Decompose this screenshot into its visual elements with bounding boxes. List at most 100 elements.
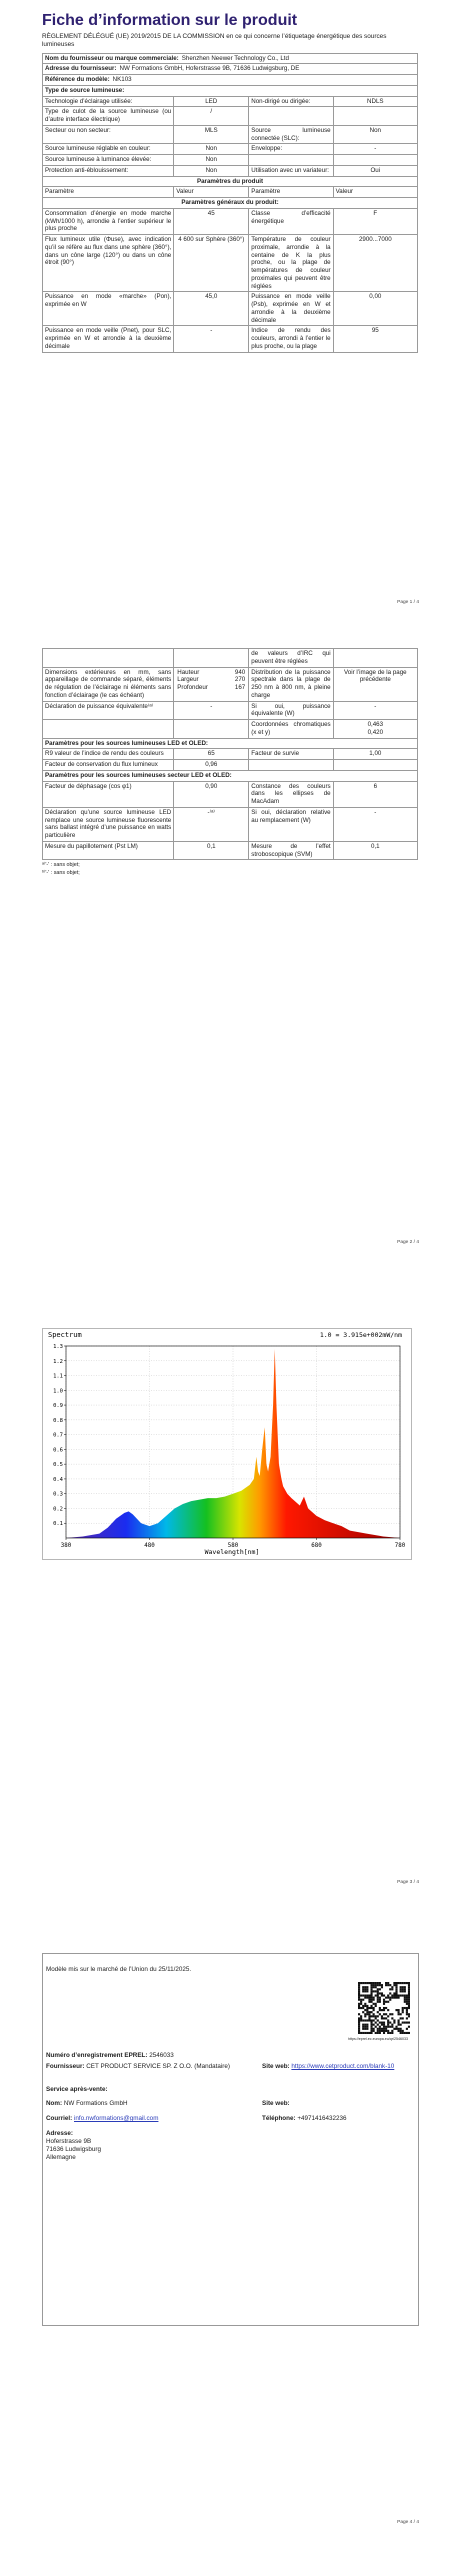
qr-module: [372, 1996, 375, 1999]
cell-text: 2900...7000: [358, 236, 392, 244]
table-row: Type de culot de la source lumineuse (ou…: [41, 106, 419, 126]
qr-module: [401, 2017, 404, 2020]
cell-text: Facteur de déphasage (cos φ1): [45, 782, 132, 790]
qr-module: [382, 1998, 386, 2001]
cell-text: Facteur de conservation du flux lumineux: [45, 761, 158, 768]
qr-module: [407, 2013, 410, 2016]
qr-module: [378, 2031, 381, 2034]
qr-module: [358, 1996, 361, 1999]
qr-module: [399, 2027, 402, 2030]
qr-module: [370, 2019, 373, 2022]
qr-module: [358, 1986, 361, 1989]
qr-module: [370, 1982, 373, 1985]
qr-module: [399, 2029, 402, 2032]
parameter-cell: [248, 106, 334, 126]
qr-module: [407, 1982, 410, 1985]
qr-module: [391, 2029, 394, 2032]
plot-border: [65, 1345, 401, 1539]
qr-module: [382, 2027, 386, 2030]
page-number: Page 4 / 4: [397, 2520, 419, 2525]
cell-text: F: [373, 209, 378, 217]
parameter-cell: Secteur ou non secteur:: [41, 124, 175, 145]
supplier-cell: Référence du modèle: NK103: [42, 74, 418, 86]
qr-module: [385, 2006, 388, 2010]
qr-module: [387, 2025, 390, 2028]
value-cell: 0,90: [173, 780, 250, 808]
qr-module: [401, 1986, 404, 1989]
page-content: de valeurs d’IRC qui peuvent être réglée…: [41, 648, 419, 876]
supplier: CET PRODUCT SERVICE SP. Z O.O. (Mandatai…: [86, 2063, 230, 2070]
qr-module: [362, 2004, 365, 2008]
parameter-cell: Déclaration de puissance équivalente⁽ᵃ⁾: [41, 700, 175, 720]
parameter-cell: [41, 648, 175, 668]
qr-module: [376, 1982, 379, 1985]
qr-module: [407, 2021, 410, 2024]
qr-module: [407, 2002, 410, 2005]
qr-module: [405, 2002, 408, 2005]
value-cell: [332, 759, 419, 771]
qr-module: [380, 1986, 384, 1989]
qr-module: [385, 1984, 388, 1987]
qr-module: [407, 1998, 410, 2001]
qr-module: [366, 1990, 369, 1993]
value-cell: -: [173, 700, 250, 720]
table-row: Paramètres généraux du produit:: [42, 197, 418, 209]
qr-module: [401, 2009, 404, 2012]
qr-module: [387, 2029, 390, 2032]
qr-module: [399, 2031, 402, 2034]
value-cell: Oui: [332, 164, 419, 177]
qr-module: [370, 2015, 373, 2018]
qr-module: [389, 2021, 392, 2024]
qr-module: [393, 2019, 396, 2022]
qr-module: [370, 1986, 373, 1989]
qr-module: [364, 1990, 367, 1993]
qr-module: [372, 1998, 375, 2001]
parameter-cell: Protection anti-éblouissement:: [41, 164, 175, 177]
qr-module: [378, 2013, 381, 2016]
qr-module: [380, 2009, 384, 2012]
qr-module: [370, 2021, 373, 2024]
qr-module: [358, 2027, 361, 2030]
qr-module: [372, 2013, 375, 2016]
label: Numéro d’enregistrement EPREL:: [46, 2052, 148, 2059]
cell-text: Dimensions extérieures en mm, sans appar…: [45, 668, 172, 699]
label: Site web:: [262, 2063, 290, 2070]
qr-module: [389, 1984, 392, 1987]
qr-module: [372, 2002, 375, 2005]
label: Courriel:: [46, 2115, 73, 2122]
qr-module: [358, 1998, 361, 2001]
qr-module: [372, 2027, 375, 2030]
cell-text: -⁽ᵃ⁾: [207, 808, 215, 816]
x-axis-label: Wavelength[nm]: [205, 1548, 260, 1556]
title: Fiche d’information sur le produit: [42, 12, 298, 29]
cell-text: Enveloppe:: [251, 145, 283, 153]
qr-module: [358, 2031, 361, 2034]
cell-text: R9 valeur de l’indice de rendu des coule…: [45, 750, 164, 758]
cell-text: Consommation d’énergie en mode marche (k…: [45, 209, 172, 233]
qr-module: [393, 1996, 396, 1999]
cell-text: Protection anti-éblouissement:: [45, 166, 129, 174]
qr-module: [397, 1994, 400, 1997]
qr-module: [395, 1994, 398, 1997]
qr-module: [389, 1992, 392, 1995]
parameter-cell: R9 valeur de l’indice de rendu des coule…: [41, 748, 175, 760]
qr-module: [366, 1988, 369, 1991]
cell-line: 0,463: [367, 721, 384, 728]
email-link[interactable]: info.nwformations@gmail.com: [74, 2115, 159, 2122]
website-link[interactable]: https://www.cetproduct.com/blank-10: [291, 2063, 395, 2070]
qr-module: [399, 1986, 402, 1989]
qr-module: [407, 2031, 410, 2034]
table-row: Paramètres du produit: [42, 175, 418, 188]
column-header: Paramètre: [41, 186, 175, 199]
qr-module: [380, 1994, 384, 1997]
qr-module: [387, 1994, 390, 1997]
cell-text: 45,0: [205, 293, 218, 301]
field-value: NW Formations GmbH, Hoferstrasse 9B, 716…: [119, 65, 300, 73]
qr-module: [395, 1990, 398, 1993]
qr-module: [376, 1992, 379, 1995]
qr-module: [389, 2025, 392, 2028]
value-cell: 1,00: [332, 748, 419, 760]
qr-module: [364, 2027, 367, 2030]
qr-module: [405, 1994, 408, 1997]
qr-module: [395, 1992, 398, 1995]
